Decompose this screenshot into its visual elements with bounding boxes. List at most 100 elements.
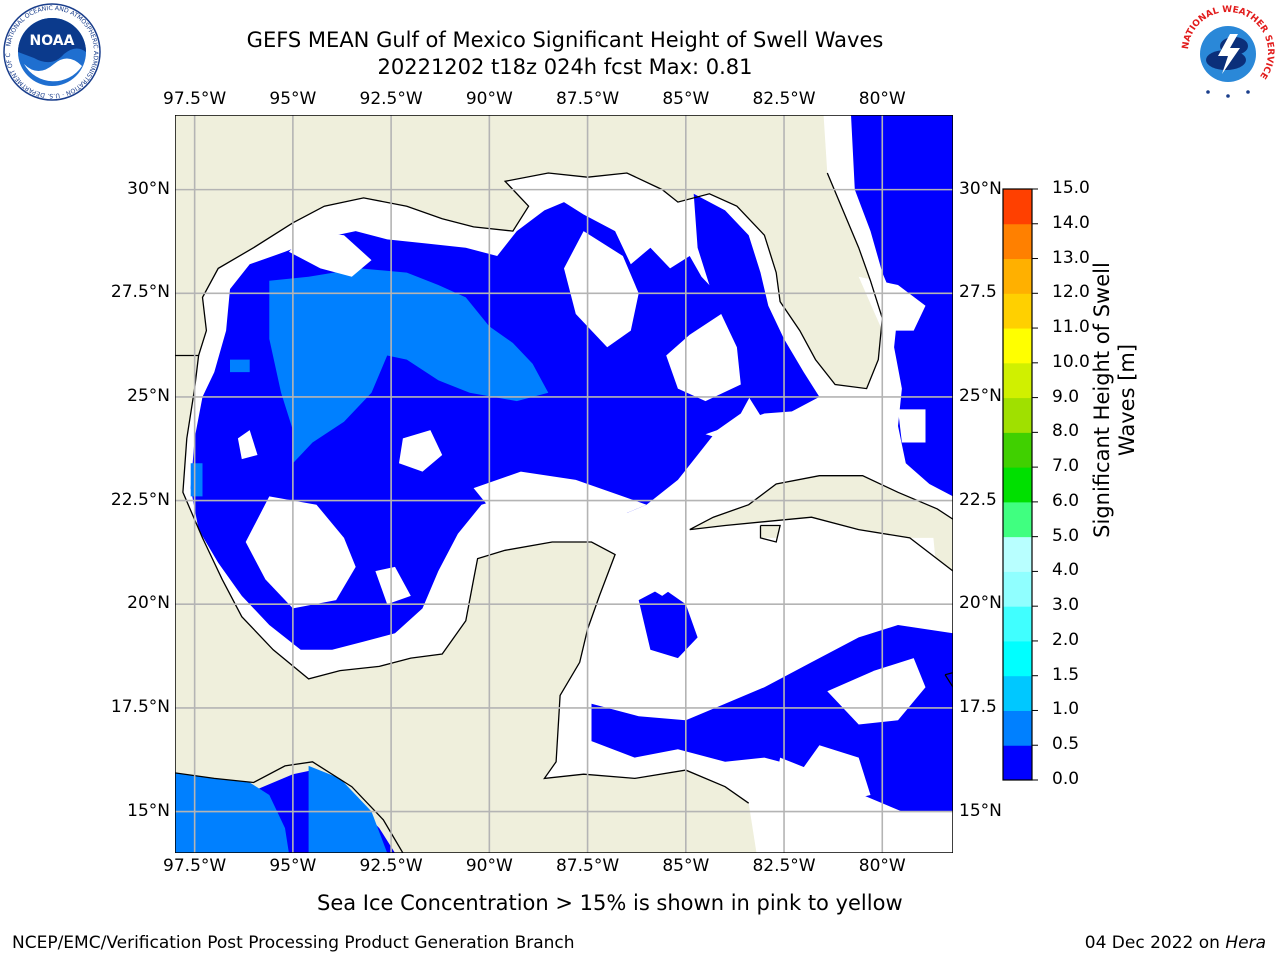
field-pacific-0.5-1.0m-east bbox=[308, 765, 388, 853]
land-mexico bbox=[175, 355, 757, 853]
gap-9 bbox=[693, 537, 914, 630]
lon-label-bottom-3: 90°W bbox=[465, 856, 513, 876]
gap-7 bbox=[858, 276, 926, 331]
lat-label-right-3: 22.5 bbox=[959, 489, 997, 510]
chart-title-line2: 20221202 t18z 024h fcst Max: 0.81 bbox=[377, 55, 753, 79]
colorbar-segment-2 bbox=[1003, 675, 1032, 711]
colorbar-tick-label-15: 13.0 bbox=[1052, 247, 1090, 268]
colorbar-segment-9 bbox=[1003, 432, 1032, 468]
footer-date-text: 04 Dec 2022 on bbox=[1084, 933, 1226, 953]
lat-label-right-4: 20°N bbox=[959, 593, 1002, 614]
field-patch-west2 bbox=[230, 359, 250, 373]
field-yucatan-channel bbox=[638, 587, 698, 659]
colorbar-segment-10 bbox=[1003, 397, 1032, 433]
land-cuba bbox=[689, 475, 953, 572]
colorbar-tick-label-0: 0.0 bbox=[1052, 769, 1080, 789]
gap-18 bbox=[901, 537, 938, 580]
colorbar-tick-label-7: 5.0 bbox=[1052, 525, 1080, 546]
colorbar-tick-label-1: 0.5 bbox=[1052, 734, 1080, 755]
lat-label-left-2: 25°N bbox=[127, 385, 170, 406]
lat-label-left-0: 30°N bbox=[127, 178, 170, 199]
lat-label-right-1: 27.5 bbox=[959, 282, 997, 303]
colorbar-tick-label-17: 15.0 bbox=[1052, 178, 1090, 198]
gap-4 bbox=[564, 231, 639, 348]
gap-16 bbox=[375, 566, 411, 605]
colorbar bbox=[1002, 188, 1038, 781]
colorbar-segment-6 bbox=[1003, 536, 1032, 572]
colorbar-tick-label-4: 2.0 bbox=[1052, 629, 1080, 650]
lon-label-top-4: 87.5°W bbox=[555, 89, 620, 109]
lat-label-right-5: 17.5 bbox=[959, 696, 997, 717]
colorbar-label-line1: Significant Height of Swell bbox=[1090, 262, 1114, 538]
field-pacific-0.5-1.0m-west bbox=[175, 772, 289, 853]
colorbar-tick-label-13: 11.0 bbox=[1052, 317, 1090, 338]
field-patch-west bbox=[190, 463, 203, 497]
colorbar-tick-label-8: 6.0 bbox=[1052, 490, 1080, 511]
gap-10 bbox=[595, 666, 718, 708]
lat-label-left-1: 27.5°N bbox=[110, 282, 170, 303]
colorbar-tick-label-3: 1.5 bbox=[1052, 664, 1080, 685]
lat-label-left-6: 15°N bbox=[127, 800, 170, 821]
coast-cuba bbox=[689, 475, 953, 572]
coast-mexico bbox=[182, 355, 750, 804]
field-gulf-0.5-1.0m bbox=[269, 268, 549, 464]
colorbar-label: Significant Height of Swell Waves [m] bbox=[1090, 170, 1140, 630]
lon-label-top-0: 97.5°W bbox=[163, 89, 227, 109]
sea-ice-note: Sea Ice Concentration > 15% is shown in … bbox=[317, 891, 903, 915]
gap-13 bbox=[772, 757, 812, 804]
coast-us bbox=[175, 172, 883, 390]
colorbar-label-line2: Waves [m] bbox=[1115, 343, 1139, 457]
colorbar-tick-label-5: 3.0 bbox=[1052, 595, 1080, 616]
lon-label-bottom-5: 85°W bbox=[662, 856, 710, 876]
colorbar-segment-12 bbox=[1003, 328, 1032, 364]
colorbar-segment-1 bbox=[1003, 710, 1032, 746]
footer-branch: NCEP/EMC/Verification Post Processing Pr… bbox=[12, 933, 575, 953]
gap-15 bbox=[288, 231, 372, 277]
land-north-america bbox=[175, 115, 883, 389]
colorbar-segment-13 bbox=[1003, 293, 1032, 329]
footer-host: Hera bbox=[1225, 933, 1266, 953]
lat-label-right-6: 15°N bbox=[959, 800, 1002, 821]
lon-label-top-6: 82.5°W bbox=[752, 89, 816, 109]
gap-5 bbox=[666, 314, 741, 402]
lon-label-top-5: 85°W bbox=[662, 89, 710, 109]
field-caribbean bbox=[591, 625, 953, 812]
lon-label-bottom-6: 82.5°W bbox=[752, 856, 816, 876]
noaa-logo: NATIONAL OCEANIC AND ATMOSPHERIC ADMINIS… bbox=[2, 2, 101, 101]
colorbar-frame bbox=[1002, 188, 1033, 781]
noaa-logo-text: NOAA bbox=[30, 33, 75, 49]
gap-6 bbox=[705, 409, 867, 472]
land-florida bbox=[760, 525, 781, 542]
field-east-gulf bbox=[693, 193, 820, 422]
colorbar-tick-label-14: 12.0 bbox=[1052, 282, 1090, 303]
colorbar-segment-3 bbox=[1003, 640, 1032, 677]
coast-isle-of-youth bbox=[759, 524, 781, 543]
gap-1 bbox=[473, 471, 647, 526]
colorbar-segment-0 bbox=[1003, 745, 1032, 781]
colorbar-segment-16 bbox=[1003, 189, 1032, 225]
lon-label-top-1: 95°W bbox=[269, 89, 317, 109]
colorbar-segment-5 bbox=[1003, 571, 1032, 607]
lat-label-left-3: 22.5°N bbox=[110, 489, 170, 510]
lon-label-bottom-7: 80°W bbox=[858, 856, 906, 876]
colorbar-segment-15 bbox=[1003, 223, 1032, 260]
national-weather-service-logo: NATIONAL WEATHER SERVICE bbox=[1180, 4, 1276, 100]
colorbar-segment-8 bbox=[1003, 467, 1032, 503]
colorbar-tick-label-9: 7.0 bbox=[1052, 456, 1080, 477]
colorbar-tick-label-10: 8.0 bbox=[1052, 421, 1080, 442]
colorbar-tick-label-16: 14.0 bbox=[1052, 212, 1090, 233]
gap-17 bbox=[898, 409, 926, 443]
colorbar-tick-label-11: 9.0 bbox=[1052, 386, 1080, 407]
coast-pacific bbox=[175, 761, 404, 853]
gap-12 bbox=[795, 745, 871, 804]
gap-8 bbox=[615, 517, 686, 596]
colorbar-segment-14 bbox=[1003, 258, 1032, 294]
lon-label-top-3: 90°W bbox=[465, 89, 513, 109]
swell-height-field bbox=[175, 115, 953, 853]
lon-label-bottom-0: 97.5°W bbox=[163, 856, 227, 876]
chart-title-line1: GEFS MEAN Gulf of Mexico Significant Hei… bbox=[246, 28, 884, 52]
coastlines bbox=[175, 172, 953, 853]
lon-label-top-7: 80°W bbox=[858, 89, 906, 109]
lat-label-left-5: 17.5°N bbox=[110, 696, 170, 717]
